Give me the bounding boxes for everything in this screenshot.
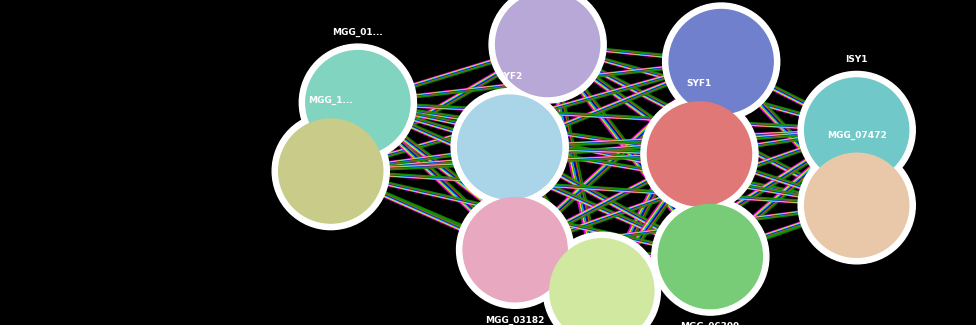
Ellipse shape — [489, 0, 606, 103]
Ellipse shape — [658, 204, 762, 309]
Ellipse shape — [451, 88, 568, 206]
Ellipse shape — [663, 3, 780, 120]
Text: MGG_1...: MGG_1... — [308, 96, 353, 105]
Ellipse shape — [458, 95, 562, 199]
Ellipse shape — [798, 72, 915, 188]
Ellipse shape — [670, 9, 773, 114]
Ellipse shape — [647, 102, 752, 206]
Ellipse shape — [652, 198, 769, 315]
Ellipse shape — [544, 232, 661, 325]
Ellipse shape — [305, 51, 410, 155]
Text: MGG_06309: MGG_06309 — [680, 322, 740, 325]
Ellipse shape — [300, 44, 417, 161]
Ellipse shape — [804, 153, 909, 257]
Ellipse shape — [272, 112, 389, 230]
Ellipse shape — [804, 78, 909, 182]
Ellipse shape — [279, 119, 383, 223]
Text: SYF2: SYF2 — [497, 72, 522, 81]
Ellipse shape — [798, 147, 915, 264]
Text: MGG_07472: MGG_07472 — [827, 130, 886, 139]
Ellipse shape — [549, 239, 654, 325]
Text: MGG_03182: MGG_03182 — [485, 316, 545, 325]
Ellipse shape — [496, 0, 599, 97]
Ellipse shape — [457, 191, 574, 308]
Ellipse shape — [463, 198, 567, 302]
Text: MGG_01...: MGG_01... — [333, 28, 384, 37]
Text: SYF1: SYF1 — [687, 79, 712, 88]
Ellipse shape — [641, 95, 758, 213]
Text: ISY1: ISY1 — [845, 55, 868, 64]
